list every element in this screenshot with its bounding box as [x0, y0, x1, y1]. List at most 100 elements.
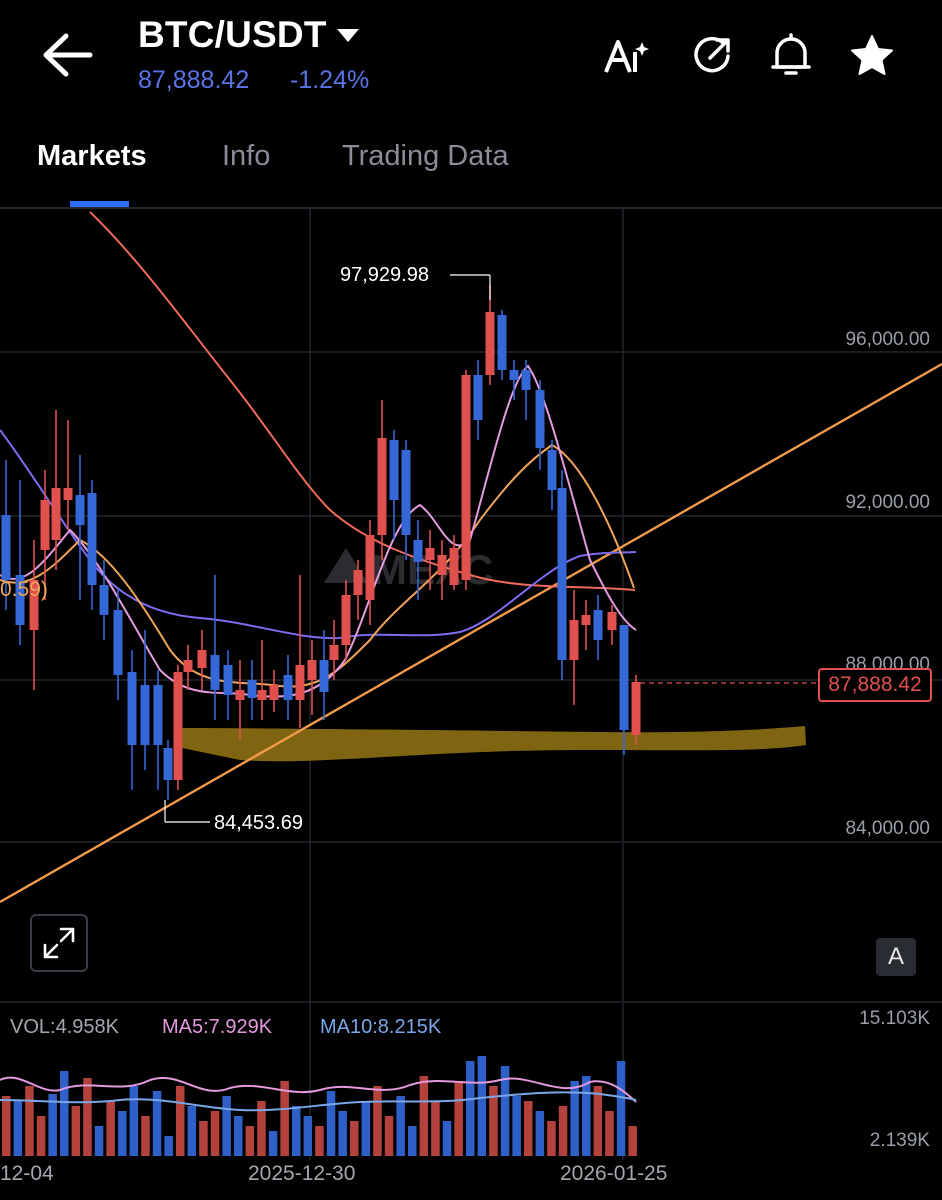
candle-body	[257, 690, 267, 700]
candle-body	[283, 675, 293, 700]
candle-body	[307, 660, 317, 680]
candle-body	[461, 375, 471, 580]
volume-bar	[83, 1078, 92, 1156]
volume-bar	[326, 1091, 336, 1156]
tab-divider	[0, 207, 942, 209]
chevron-down-icon	[336, 28, 359, 42]
back-button[interactable]	[36, 28, 100, 84]
volume-bar	[350, 1121, 359, 1156]
ma-pink-line	[0, 364, 637, 698]
candle-body	[51, 488, 61, 540]
price-change: -1.24%	[290, 66, 370, 94]
favorite-button[interactable]	[846, 30, 898, 82]
price-axis-label: 92,000.00	[845, 492, 930, 513]
share-rotate-icon	[694, 36, 730, 73]
volume-bar	[222, 1096, 231, 1156]
volume-bar	[71, 1106, 81, 1156]
volume-ma10-line	[0, 1091, 637, 1112]
volume-bar	[489, 1086, 498, 1156]
candle-body	[449, 548, 459, 585]
candle-body	[341, 595, 351, 645]
volume-bar	[268, 1131, 278, 1156]
candle-body	[113, 610, 123, 675]
volume-bar	[605, 1111, 614, 1156]
volume-bar	[152, 1091, 162, 1156]
volume-bar	[396, 1096, 405, 1156]
volume-bars	[2, 1056, 637, 1156]
candle-body	[29, 580, 39, 630]
volume-bar	[570, 1081, 579, 1156]
candle-body	[557, 488, 567, 660]
volume-bar	[454, 1081, 463, 1156]
volume-bar	[384, 1116, 394, 1156]
pair-selector[interactable]: BTC/USDT	[138, 14, 359, 56]
candle-body	[365, 535, 375, 600]
ai-button[interactable]	[602, 30, 654, 82]
candle-body	[413, 540, 423, 562]
candle-body	[569, 620, 579, 660]
volume-bar	[106, 1101, 115, 1156]
volume-bar	[280, 1081, 289, 1156]
candle-body	[295, 665, 305, 700]
active-tab-indicator	[70, 201, 129, 207]
volume-bar	[176, 1086, 185, 1156]
star-icon	[851, 35, 893, 75]
volume-bar	[408, 1126, 417, 1156]
candle-body	[377, 438, 387, 535]
ai-sparkle-icon	[604, 40, 649, 73]
candle-body	[425, 548, 435, 560]
low-marker	[164, 800, 210, 823]
volume-value: VOL:4.958K	[10, 1016, 119, 1038]
candle-body	[353, 570, 363, 595]
candle-body	[183, 660, 193, 672]
volume-bar	[558, 1106, 568, 1156]
candle-body	[235, 690, 245, 700]
current-price-tag: 87,888.42	[818, 668, 932, 702]
candle-body	[329, 645, 339, 660]
volume-bar	[36, 1116, 46, 1156]
candle-body	[581, 615, 591, 625]
date-label: 2025-12-30	[248, 1162, 356, 1185]
candle-body	[401, 450, 411, 535]
volume-bar	[257, 1101, 266, 1156]
alert-button[interactable]	[765, 30, 817, 82]
candle-body	[319, 660, 329, 692]
support-highlight	[180, 726, 806, 762]
share-button[interactable]	[686, 30, 738, 82]
candle-body	[547, 450, 557, 490]
candle-body	[497, 315, 507, 370]
volume-axis-bottom: 2.139K	[869, 1130, 930, 1151]
candlestick-chart[interactable]: MEXC	[0, 209, 942, 1200]
tab-info[interactable]: Info	[222, 140, 271, 172]
fullscreen-button[interactable]	[30, 914, 88, 972]
volume-bar	[582, 1076, 591, 1156]
tab-trading-data[interactable]: Trading Data	[342, 140, 509, 172]
volume-bar	[141, 1116, 150, 1156]
volume-bar	[303, 1116, 313, 1156]
volume-bar	[535, 1111, 545, 1156]
volume-bar	[234, 1116, 243, 1156]
candle-body	[127, 672, 137, 745]
candle-body	[63, 488, 73, 500]
last-price: 87,888.42	[138, 66, 250, 94]
volume-bar	[442, 1121, 452, 1156]
candle-body	[153, 685, 163, 745]
candle-body	[437, 555, 447, 575]
volume-bar	[199, 1121, 208, 1156]
candle-body	[223, 665, 233, 695]
expand-icon	[43, 927, 75, 959]
candle-body	[607, 612, 617, 630]
volume-bar	[60, 1071, 69, 1156]
low-price-label: 84,453.69	[214, 812, 303, 834]
price-axis-label: 84,000.00	[845, 818, 930, 839]
auto-scale-button[interactable]: A	[876, 938, 916, 976]
volume-bar	[129, 1086, 139, 1156]
volume-axis-top: 15.103K	[859, 1008, 930, 1029]
candle-body	[210, 655, 220, 690]
back-arrow-icon	[43, 33, 93, 77]
tab-markets[interactable]: Markets	[37, 140, 147, 172]
candle-body	[509, 370, 519, 380]
volume-bar	[94, 1126, 104, 1156]
volume-bar	[118, 1111, 127, 1156]
volume-ma5: MA5:7.929K	[162, 1016, 273, 1038]
